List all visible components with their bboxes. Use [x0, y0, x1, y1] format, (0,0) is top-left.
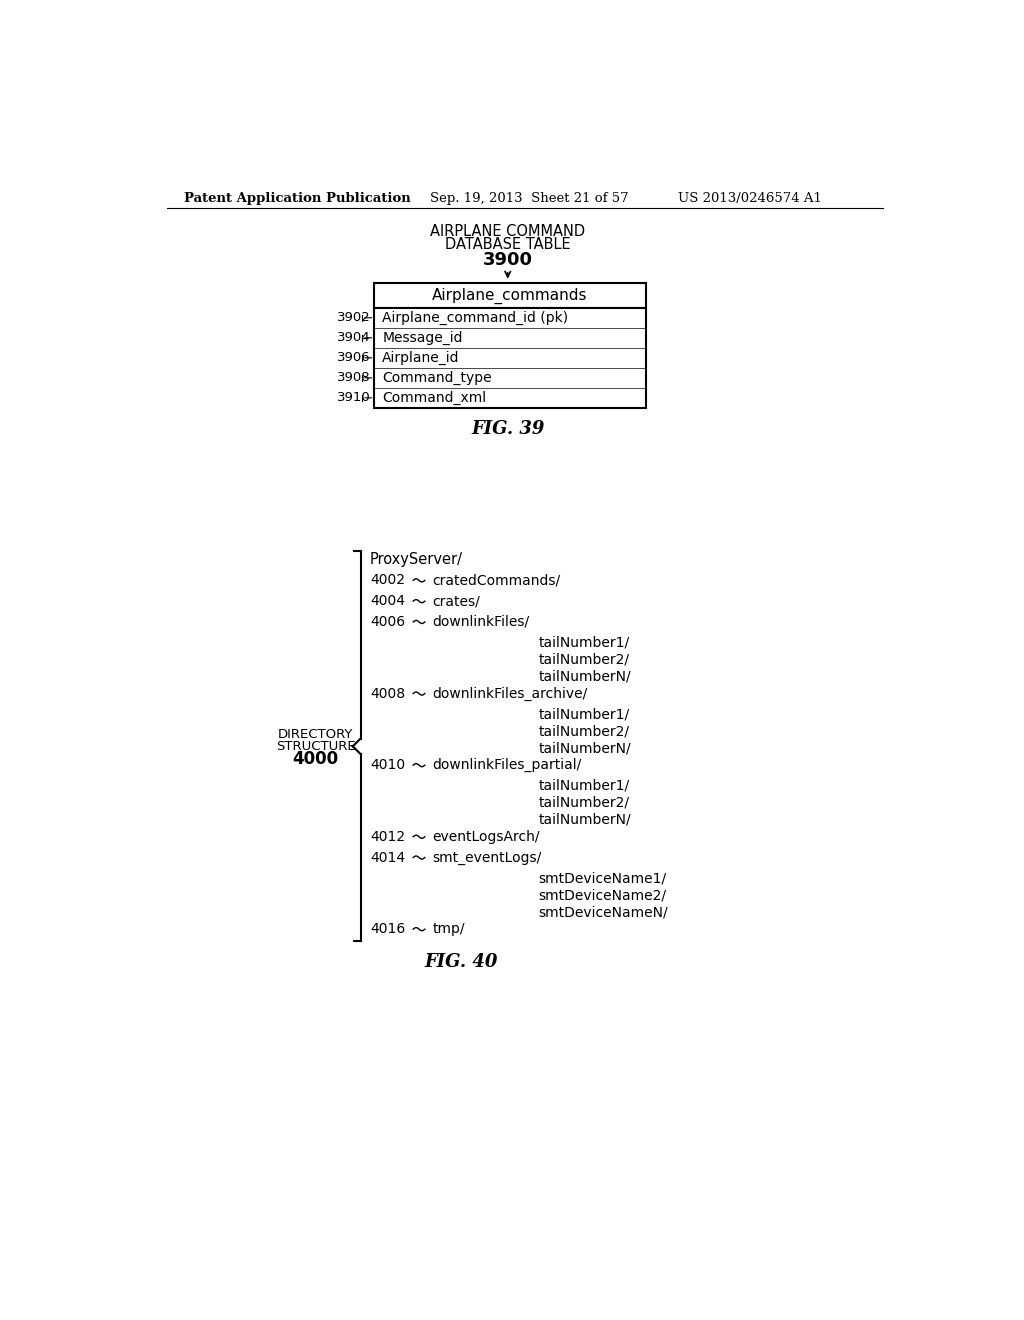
Text: tailNumberN/: tailNumberN/: [539, 669, 632, 684]
Text: Command_xml: Command_xml: [382, 391, 486, 405]
Text: cratedCommands/: cratedCommands/: [432, 573, 561, 587]
Text: 3906: 3906: [337, 351, 371, 364]
Text: DATABASE TABLE: DATABASE TABLE: [445, 238, 570, 252]
Text: Sep. 19, 2013  Sheet 21 of 57: Sep. 19, 2013 Sheet 21 of 57: [430, 191, 629, 205]
Text: downlinkFiles_archive/: downlinkFiles_archive/: [432, 686, 588, 701]
Text: Patent Application Publication: Patent Application Publication: [183, 191, 411, 205]
Text: Command_type: Command_type: [382, 371, 492, 385]
Text: Message_id: Message_id: [382, 331, 463, 345]
Text: tailNumber1/: tailNumber1/: [539, 779, 630, 793]
Text: 4014: 4014: [371, 850, 406, 865]
Text: tailNumber2/: tailNumber2/: [539, 796, 630, 810]
Text: FIG. 40: FIG. 40: [425, 953, 498, 972]
Bar: [375, 308, 646, 408]
Text: tmp/: tmp/: [432, 923, 465, 936]
Text: downlinkFiles/: downlinkFiles/: [432, 615, 529, 628]
Text: tailNumber2/: tailNumber2/: [539, 652, 630, 667]
Text: 4000: 4000: [293, 750, 339, 768]
Text: 4006: 4006: [371, 615, 406, 628]
Text: crates/: crates/: [432, 594, 480, 609]
Text: tailNumberN/: tailNumberN/: [539, 742, 632, 755]
Text: Airplane_command_id (pk): Airplane_command_id (pk): [382, 310, 568, 325]
Text: eventLogsArch/: eventLogsArch/: [432, 830, 540, 843]
Text: 3900: 3900: [482, 251, 532, 269]
Text: 4002: 4002: [371, 573, 406, 587]
Text: STRUCTURE: STRUCTURE: [275, 739, 355, 752]
Text: smtDeviceName2/: smtDeviceName2/: [539, 888, 667, 903]
Text: 4016: 4016: [371, 923, 406, 936]
Text: tailNumber1/: tailNumber1/: [539, 636, 630, 649]
Text: tailNumber2/: tailNumber2/: [539, 725, 630, 738]
Text: 4008: 4008: [371, 686, 406, 701]
Text: FIG. 39: FIG. 39: [471, 421, 545, 438]
Text: DIRECTORY: DIRECTORY: [278, 729, 353, 742]
Text: tailNumberN/: tailNumberN/: [539, 813, 632, 826]
Text: downlinkFiles_partial/: downlinkFiles_partial/: [432, 758, 582, 772]
Bar: [375, 284, 646, 308]
Text: AIRPLANE COMMAND: AIRPLANE COMMAND: [430, 224, 586, 239]
Text: 3904: 3904: [337, 331, 371, 345]
Text: Airplane_id: Airplane_id: [382, 351, 460, 364]
Text: smtDeviceName1/: smtDeviceName1/: [539, 871, 667, 886]
Text: 3902: 3902: [337, 312, 371, 325]
Text: smt_eventLogs/: smt_eventLogs/: [432, 850, 542, 865]
Text: tailNumber1/: tailNumber1/: [539, 708, 630, 721]
Text: Airplane_commands: Airplane_commands: [432, 288, 588, 304]
Text: 4012: 4012: [371, 830, 406, 843]
Text: US 2013/0246574 A1: US 2013/0246574 A1: [678, 191, 822, 205]
Text: 3908: 3908: [337, 371, 371, 384]
Text: ProxyServer/: ProxyServer/: [370, 552, 463, 568]
Text: 3910: 3910: [337, 391, 371, 404]
Text: smtDeviceNameN/: smtDeviceNameN/: [539, 906, 669, 919]
Text: 4004: 4004: [371, 594, 406, 609]
Text: 4010: 4010: [371, 758, 406, 772]
